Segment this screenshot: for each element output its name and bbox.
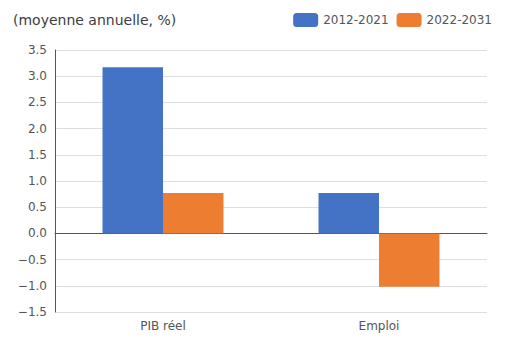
svg-text:PIB réel: PIB réel <box>140 319 186 333</box>
svg-text:(moyenne annuelle, %): (moyenne annuelle, %) <box>13 12 176 28</box>
svg-text:3.5: 3.5 <box>28 43 47 57</box>
svg-text:2012-2021: 2012-2021 <box>323 13 388 27</box>
svg-text:1.0: 1.0 <box>28 174 47 188</box>
svg-text:1.5: 1.5 <box>28 148 47 162</box>
svg-text:2.0: 2.0 <box>28 122 47 136</box>
svg-text:0.5: 0.5 <box>28 200 47 214</box>
svg-text:2022-2031: 2022-2031 <box>427 13 492 27</box>
svg-text:Emploi: Emploi <box>359 319 400 333</box>
svg-text:−1.0: −1.0 <box>18 279 47 293</box>
svg-text:−0.5: −0.5 <box>18 253 47 267</box>
svg-text:0.0: 0.0 <box>28 226 47 240</box>
svg-text:−1.5: −1.5 <box>18 305 47 319</box>
svg-text:2.5: 2.5 <box>28 95 47 109</box>
svg-text:3.0: 3.0 <box>28 69 47 83</box>
